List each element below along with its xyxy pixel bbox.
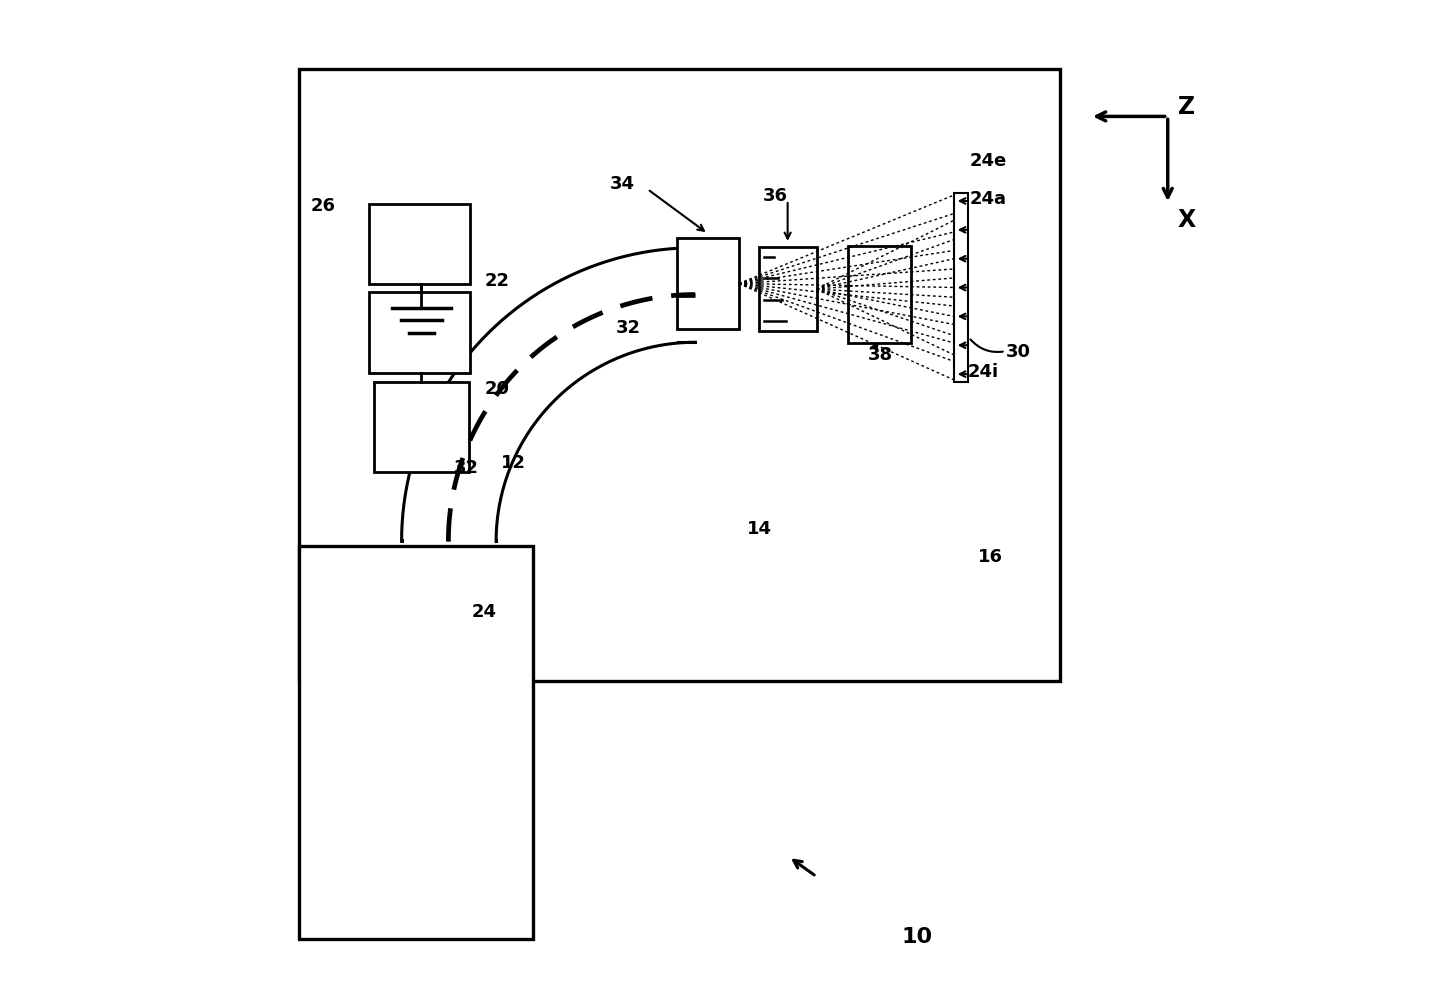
Text: 24: 24 — [472, 602, 496, 620]
Text: 34: 34 — [609, 175, 634, 193]
Bar — [300, 70, 1060, 681]
Text: 16: 16 — [978, 548, 1002, 566]
Text: 32: 32 — [453, 458, 479, 476]
Text: 38: 38 — [868, 346, 893, 364]
Text: 20: 20 — [485, 380, 509, 398]
Bar — [849, 247, 911, 344]
Text: 22: 22 — [485, 271, 509, 289]
Bar — [374, 383, 469, 472]
Text: 36: 36 — [763, 187, 787, 205]
Text: 10: 10 — [901, 926, 932, 946]
Bar — [369, 292, 470, 374]
Text: X: X — [1177, 208, 1196, 232]
Text: 24a: 24a — [969, 190, 1007, 208]
Text: 24i: 24i — [968, 363, 999, 381]
Bar — [677, 239, 739, 330]
Text: 12: 12 — [500, 453, 526, 471]
Text: 24e: 24e — [969, 152, 1007, 170]
Text: 32: 32 — [615, 319, 641, 337]
Bar — [954, 194, 968, 383]
Text: Z: Z — [1177, 95, 1195, 119]
Bar — [369, 205, 470, 284]
Bar — [300, 547, 533, 939]
Bar — [759, 248, 816, 332]
Text: 30: 30 — [1005, 343, 1031, 361]
Text: 14: 14 — [747, 520, 771, 538]
Text: 26: 26 — [311, 197, 336, 215]
